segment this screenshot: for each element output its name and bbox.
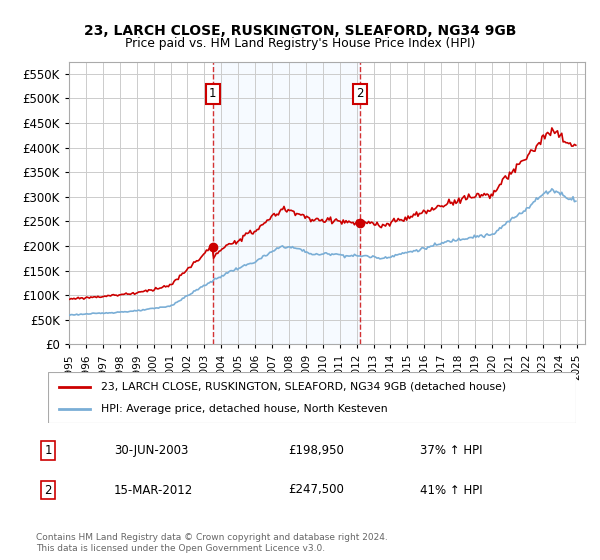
Text: 37% ↑ HPI: 37% ↑ HPI <box>420 444 482 458</box>
Text: Contains HM Land Registry data © Crown copyright and database right 2024.
This d: Contains HM Land Registry data © Crown c… <box>36 533 388 553</box>
Text: 2: 2 <box>356 87 364 100</box>
Text: 23, LARCH CLOSE, RUSKINGTON, SLEAFORD, NG34 9GB (detached house): 23, LARCH CLOSE, RUSKINGTON, SLEAFORD, N… <box>101 381 506 391</box>
Text: £247,500: £247,500 <box>288 483 344 497</box>
FancyBboxPatch shape <box>48 372 576 423</box>
Text: 1: 1 <box>209 87 217 100</box>
Text: HPI: Average price, detached house, North Kesteven: HPI: Average price, detached house, Nort… <box>101 404 388 414</box>
Text: 23, LARCH CLOSE, RUSKINGTON, SLEAFORD, NG34 9GB: 23, LARCH CLOSE, RUSKINGTON, SLEAFORD, N… <box>84 24 516 38</box>
Text: £198,950: £198,950 <box>288 444 344 458</box>
Text: Price paid vs. HM Land Registry's House Price Index (HPI): Price paid vs. HM Land Registry's House … <box>125 37 475 50</box>
Text: 41% ↑ HPI: 41% ↑ HPI <box>420 483 482 497</box>
Text: 1: 1 <box>44 444 52 458</box>
Text: 30-JUN-2003: 30-JUN-2003 <box>114 444 188 458</box>
Bar <box>213 62 360 344</box>
Text: 2: 2 <box>44 483 52 497</box>
Text: 15-MAR-2012: 15-MAR-2012 <box>114 483 193 497</box>
